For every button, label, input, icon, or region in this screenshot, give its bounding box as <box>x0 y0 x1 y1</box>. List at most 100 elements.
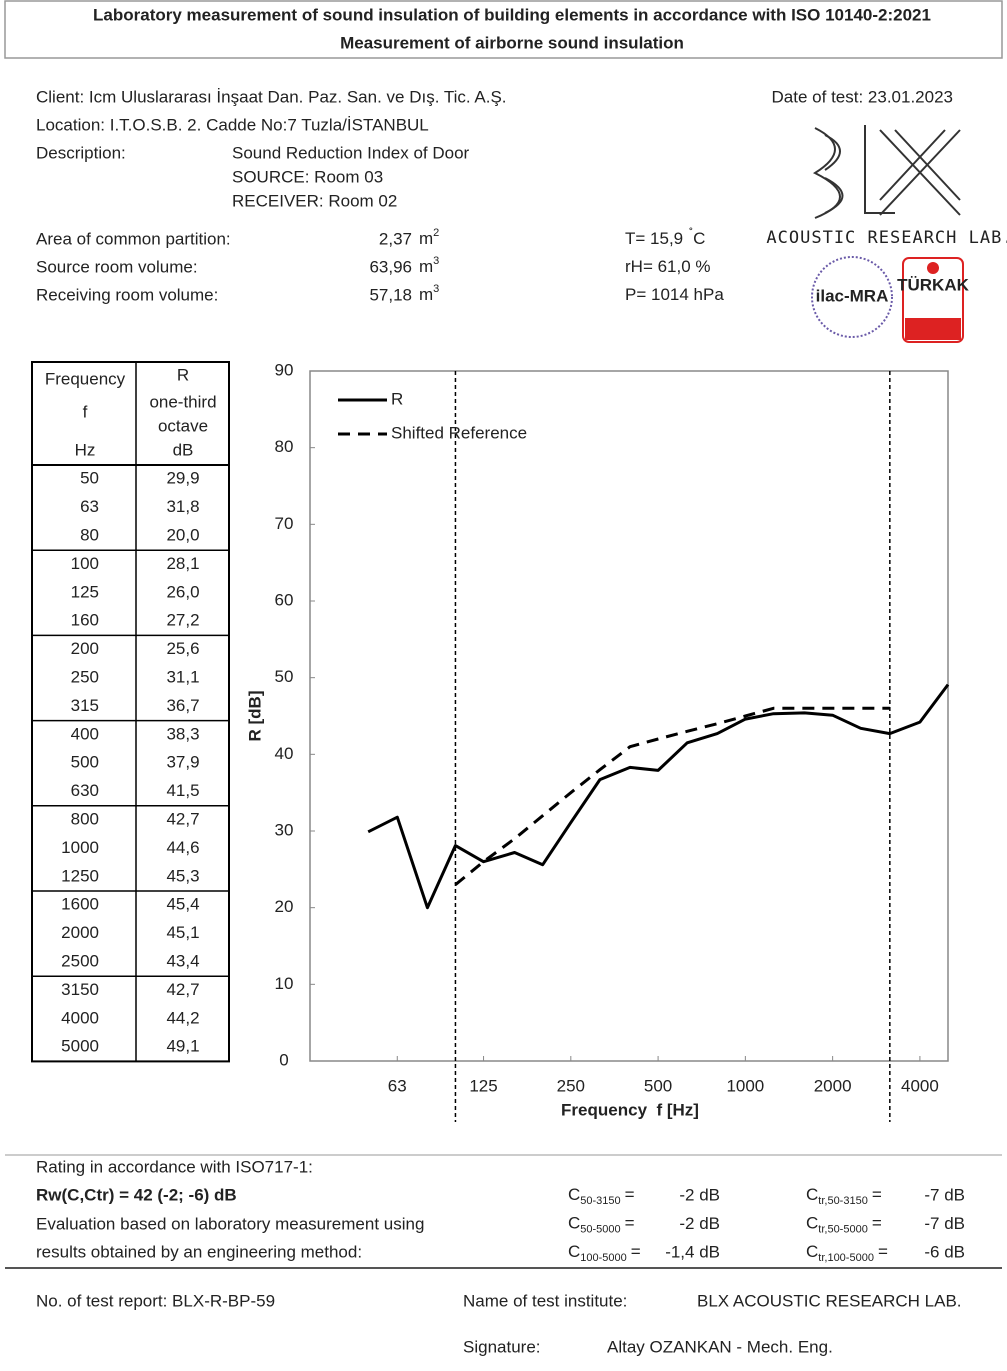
institute-label: Name of test institute: <box>463 1291 627 1310</box>
signature: Altay OZANKAN - Mech. Eng. <box>607 1337 833 1356</box>
x-tick-label: 125 <box>469 1076 497 1095</box>
term-value: -2 dB <box>679 1214 720 1233</box>
unit-exponent: 2 <box>433 227 439 239</box>
y-tick-label: 90 <box>275 360 294 379</box>
y-tick-label: 60 <box>275 590 294 609</box>
condition: rH= 61,0 % <box>625 257 711 276</box>
x-axis-label: Frequency f [Hz] <box>561 1100 699 1119</box>
table-value: 44,2 <box>166 1008 199 1027</box>
location: Location: I.T.O.S.B. 2. Cadde No:7 Tuzla… <box>36 115 429 134</box>
table-value: 45,1 <box>166 923 199 942</box>
table-value: 29,9 <box>166 469 199 488</box>
table-frequency: 1250 <box>61 866 99 885</box>
rating-term: Ctr,100-5000 = <box>806 1242 888 1263</box>
rating-term: Ctr,50-3150 = <box>806 1185 882 1206</box>
title: Laboratory measurement of sound insulati… <box>93 5 931 24</box>
institute-name: BLX ACOUSTIC RESEARCH LAB. <box>697 1291 962 1310</box>
table-frequency: 630 <box>71 781 99 800</box>
term-value: -7 dB <box>924 1185 965 1204</box>
term-equals: = <box>625 1214 635 1233</box>
rating-heading: Rating in accordance with ISO717-1: <box>36 1157 313 1176</box>
ilac-text: ilac-MRA <box>816 286 889 305</box>
condition: P= 1014 hPa <box>625 285 724 304</box>
header-box <box>4 0 1003 59</box>
y-tick-label: 0 <box>279 1050 288 1069</box>
table-frequency: 200 <box>71 639 99 658</box>
unit: m <box>419 285 433 304</box>
subtitle: Measurement of airborne sound insulation <box>340 33 684 52</box>
y-tick-label: 30 <box>275 820 294 839</box>
term-symbol: C <box>568 1185 580 1204</box>
table-header: dB <box>173 440 194 459</box>
condition: T= 15,9 ˚C <box>625 226 705 248</box>
table-value: 37,9 <box>166 753 199 772</box>
param-label: Source room volume: <box>36 257 198 276</box>
table-value: 42,7 <box>166 980 199 999</box>
table-header: one-third <box>149 392 216 411</box>
param-unit: m3 <box>419 283 439 305</box>
blx-logo <box>812 125 961 219</box>
condition-text: rH= 61,0 % <box>625 257 711 276</box>
table-value: 43,4 <box>166 951 199 970</box>
y-tick-label: 50 <box>275 667 294 686</box>
ilac-badge <box>811 256 893 338</box>
table-border <box>31 361 230 1063</box>
term-value: -6 dB <box>924 1242 965 1261</box>
table-frequency: 3150 <box>61 980 99 999</box>
term-subscript: 50-3150 <box>580 1195 620 1207</box>
y-tick-label: 20 <box>275 897 294 916</box>
table-frequency: 80 <box>80 525 99 544</box>
term-subscript: 50-5000 <box>580 1223 620 1235</box>
turkak-text: TÜRKAK <box>897 275 969 294</box>
table-frequency: 160 <box>71 611 99 630</box>
table-value: 25,6 <box>166 639 199 658</box>
param-label: Area of common partition: <box>36 229 231 248</box>
term-value: -7 dB <box>924 1214 965 1233</box>
table-value: 49,1 <box>166 1037 199 1056</box>
report-number: No. of test report: BLX-R-BP-59 <box>36 1291 275 1310</box>
param-unit: m3 <box>419 255 439 277</box>
term-equals: = <box>872 1185 882 1204</box>
y-tick-label: 80 <box>275 437 294 456</box>
table-header: Hz <box>75 440 96 459</box>
y-axis-label: R [dB] <box>245 691 264 742</box>
unit: m <box>419 257 433 276</box>
rating-note: results obtained by an engineering metho… <box>36 1242 362 1261</box>
table-frequency: 2000 <box>61 923 99 942</box>
term-symbol: C <box>806 1214 818 1233</box>
term-equals: = <box>878 1242 888 1261</box>
table-value: 20,0 <box>166 525 199 544</box>
term-symbol: C <box>568 1214 580 1233</box>
table-value: 36,7 <box>166 696 199 715</box>
rating-note: Evaluation based on laboratory measureme… <box>36 1214 424 1233</box>
table-value: 28,1 <box>166 554 199 573</box>
term-equals: = <box>631 1242 641 1261</box>
table-frequency: 5000 <box>61 1037 99 1056</box>
y-tick-label: 10 <box>275 974 294 993</box>
x-tick-label: 500 <box>644 1076 672 1095</box>
logo-l <box>864 125 895 214</box>
rating-term: C50-3150 = <box>568 1185 635 1206</box>
condition-unit: C <box>693 229 705 248</box>
term-symbol: C <box>806 1185 818 1204</box>
x-tick-label: 250 <box>557 1076 585 1095</box>
table-value: 42,7 <box>166 809 199 828</box>
table-value: 41,5 <box>166 781 199 800</box>
table-frequency: 100 <box>71 554 99 573</box>
table-value: 45,4 <box>166 895 199 914</box>
table-frequency: 4000 <box>61 1008 99 1027</box>
rating-term: C100-5000 = <box>568 1242 641 1263</box>
table-frequency: 2500 <box>61 951 99 970</box>
rating-result: Rw(C,Ctr) = 42 (-2; -6) dB <box>36 1185 237 1204</box>
table-frequency: 500 <box>71 753 99 772</box>
unit-exponent: 3 <box>433 283 439 295</box>
y-tick-label: 70 <box>275 514 294 533</box>
unit: m <box>419 229 433 248</box>
table-frequency: 1000 <box>61 838 99 857</box>
table-frequency: 125 <box>71 582 99 601</box>
table-frequency: 50 <box>80 469 99 488</box>
param-value: 57,18 <box>369 285 412 304</box>
condition-text: P= 1014 hPa <box>625 285 724 304</box>
